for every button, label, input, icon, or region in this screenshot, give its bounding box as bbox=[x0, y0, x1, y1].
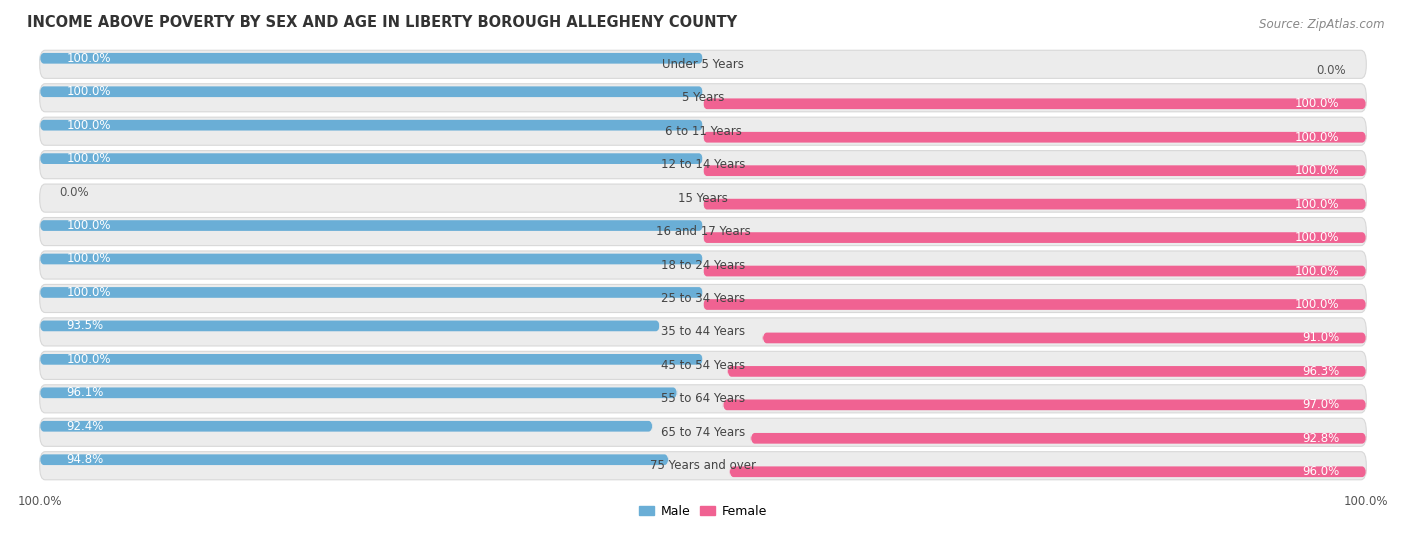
Text: 5 Years: 5 Years bbox=[682, 91, 724, 105]
Text: 35 to 44 Years: 35 to 44 Years bbox=[661, 325, 745, 338]
Text: Source: ZipAtlas.com: Source: ZipAtlas.com bbox=[1260, 18, 1385, 31]
Text: 100.0%: 100.0% bbox=[66, 152, 111, 165]
FancyBboxPatch shape bbox=[39, 217, 1367, 245]
FancyBboxPatch shape bbox=[39, 150, 1367, 179]
Text: 100.0%: 100.0% bbox=[66, 286, 111, 299]
Text: 92.4%: 92.4% bbox=[66, 420, 104, 433]
FancyBboxPatch shape bbox=[39, 387, 678, 398]
Text: 75 Years and over: 75 Years and over bbox=[650, 459, 756, 472]
Text: 93.5%: 93.5% bbox=[66, 319, 104, 333]
Legend: Male, Female: Male, Female bbox=[634, 500, 772, 523]
Text: 100.0%: 100.0% bbox=[66, 353, 111, 366]
Text: 18 to 24 Years: 18 to 24 Years bbox=[661, 258, 745, 272]
FancyBboxPatch shape bbox=[703, 165, 1367, 176]
FancyBboxPatch shape bbox=[39, 53, 703, 64]
FancyBboxPatch shape bbox=[39, 153, 703, 164]
Text: 0.0%: 0.0% bbox=[59, 186, 90, 198]
Text: 100.0%: 100.0% bbox=[1295, 264, 1340, 277]
Text: 100.0%: 100.0% bbox=[66, 52, 111, 65]
FancyBboxPatch shape bbox=[39, 454, 668, 465]
FancyBboxPatch shape bbox=[39, 184, 1367, 212]
Text: 100.0%: 100.0% bbox=[1295, 131, 1340, 144]
FancyBboxPatch shape bbox=[39, 120, 703, 131]
FancyBboxPatch shape bbox=[39, 452, 1367, 480]
Text: 100.0%: 100.0% bbox=[1295, 231, 1340, 244]
FancyBboxPatch shape bbox=[730, 466, 1367, 477]
FancyBboxPatch shape bbox=[39, 421, 652, 432]
Text: 100.0%: 100.0% bbox=[66, 85, 111, 98]
FancyBboxPatch shape bbox=[39, 354, 703, 364]
FancyBboxPatch shape bbox=[39, 251, 1367, 279]
Text: 45 to 54 Years: 45 to 54 Years bbox=[661, 359, 745, 372]
FancyBboxPatch shape bbox=[39, 320, 659, 331]
FancyBboxPatch shape bbox=[39, 87, 703, 97]
FancyBboxPatch shape bbox=[39, 285, 1367, 312]
FancyBboxPatch shape bbox=[703, 98, 1367, 109]
FancyBboxPatch shape bbox=[703, 266, 1367, 276]
Text: 12 to 14 Years: 12 to 14 Years bbox=[661, 158, 745, 171]
Text: 100.0%: 100.0% bbox=[66, 219, 111, 232]
Text: 16 and 17 Years: 16 and 17 Years bbox=[655, 225, 751, 238]
Text: 65 to 74 Years: 65 to 74 Years bbox=[661, 426, 745, 439]
Text: 97.0%: 97.0% bbox=[1302, 399, 1340, 411]
Text: 96.0%: 96.0% bbox=[1302, 465, 1340, 479]
FancyBboxPatch shape bbox=[39, 351, 1367, 380]
Text: 25 to 34 Years: 25 to 34 Years bbox=[661, 292, 745, 305]
FancyBboxPatch shape bbox=[751, 433, 1367, 444]
Text: 100.0%: 100.0% bbox=[66, 119, 111, 132]
Text: 94.8%: 94.8% bbox=[66, 453, 104, 466]
Text: 96.3%: 96.3% bbox=[1302, 365, 1340, 378]
FancyBboxPatch shape bbox=[39, 418, 1367, 446]
FancyBboxPatch shape bbox=[703, 299, 1367, 310]
FancyBboxPatch shape bbox=[703, 199, 1367, 210]
Text: 100.0%: 100.0% bbox=[1295, 198, 1340, 211]
Text: 0.0%: 0.0% bbox=[1316, 64, 1347, 77]
Text: 96.1%: 96.1% bbox=[66, 386, 104, 399]
Text: 100.0%: 100.0% bbox=[1295, 164, 1340, 177]
FancyBboxPatch shape bbox=[727, 366, 1367, 377]
Text: 91.0%: 91.0% bbox=[1302, 331, 1340, 344]
Text: 15 Years: 15 Years bbox=[678, 192, 728, 205]
FancyBboxPatch shape bbox=[39, 287, 703, 298]
Text: 100.0%: 100.0% bbox=[66, 253, 111, 266]
Text: 92.8%: 92.8% bbox=[1302, 432, 1340, 445]
Text: 100.0%: 100.0% bbox=[1295, 298, 1340, 311]
FancyBboxPatch shape bbox=[39, 254, 703, 264]
FancyBboxPatch shape bbox=[39, 117, 1367, 145]
FancyBboxPatch shape bbox=[723, 400, 1367, 410]
Text: 100.0%: 100.0% bbox=[1295, 97, 1340, 110]
FancyBboxPatch shape bbox=[703, 232, 1367, 243]
Text: 55 to 64 Years: 55 to 64 Years bbox=[661, 392, 745, 405]
FancyBboxPatch shape bbox=[39, 220, 703, 231]
Text: Under 5 Years: Under 5 Years bbox=[662, 58, 744, 71]
FancyBboxPatch shape bbox=[762, 333, 1367, 343]
Text: INCOME ABOVE POVERTY BY SEX AND AGE IN LIBERTY BOROUGH ALLEGHENY COUNTY: INCOME ABOVE POVERTY BY SEX AND AGE IN L… bbox=[27, 15, 737, 30]
FancyBboxPatch shape bbox=[39, 84, 1367, 112]
FancyBboxPatch shape bbox=[39, 385, 1367, 413]
FancyBboxPatch shape bbox=[39, 50, 1367, 78]
FancyBboxPatch shape bbox=[39, 318, 1367, 346]
Text: 6 to 11 Years: 6 to 11 Years bbox=[665, 125, 741, 138]
FancyBboxPatch shape bbox=[703, 132, 1367, 143]
